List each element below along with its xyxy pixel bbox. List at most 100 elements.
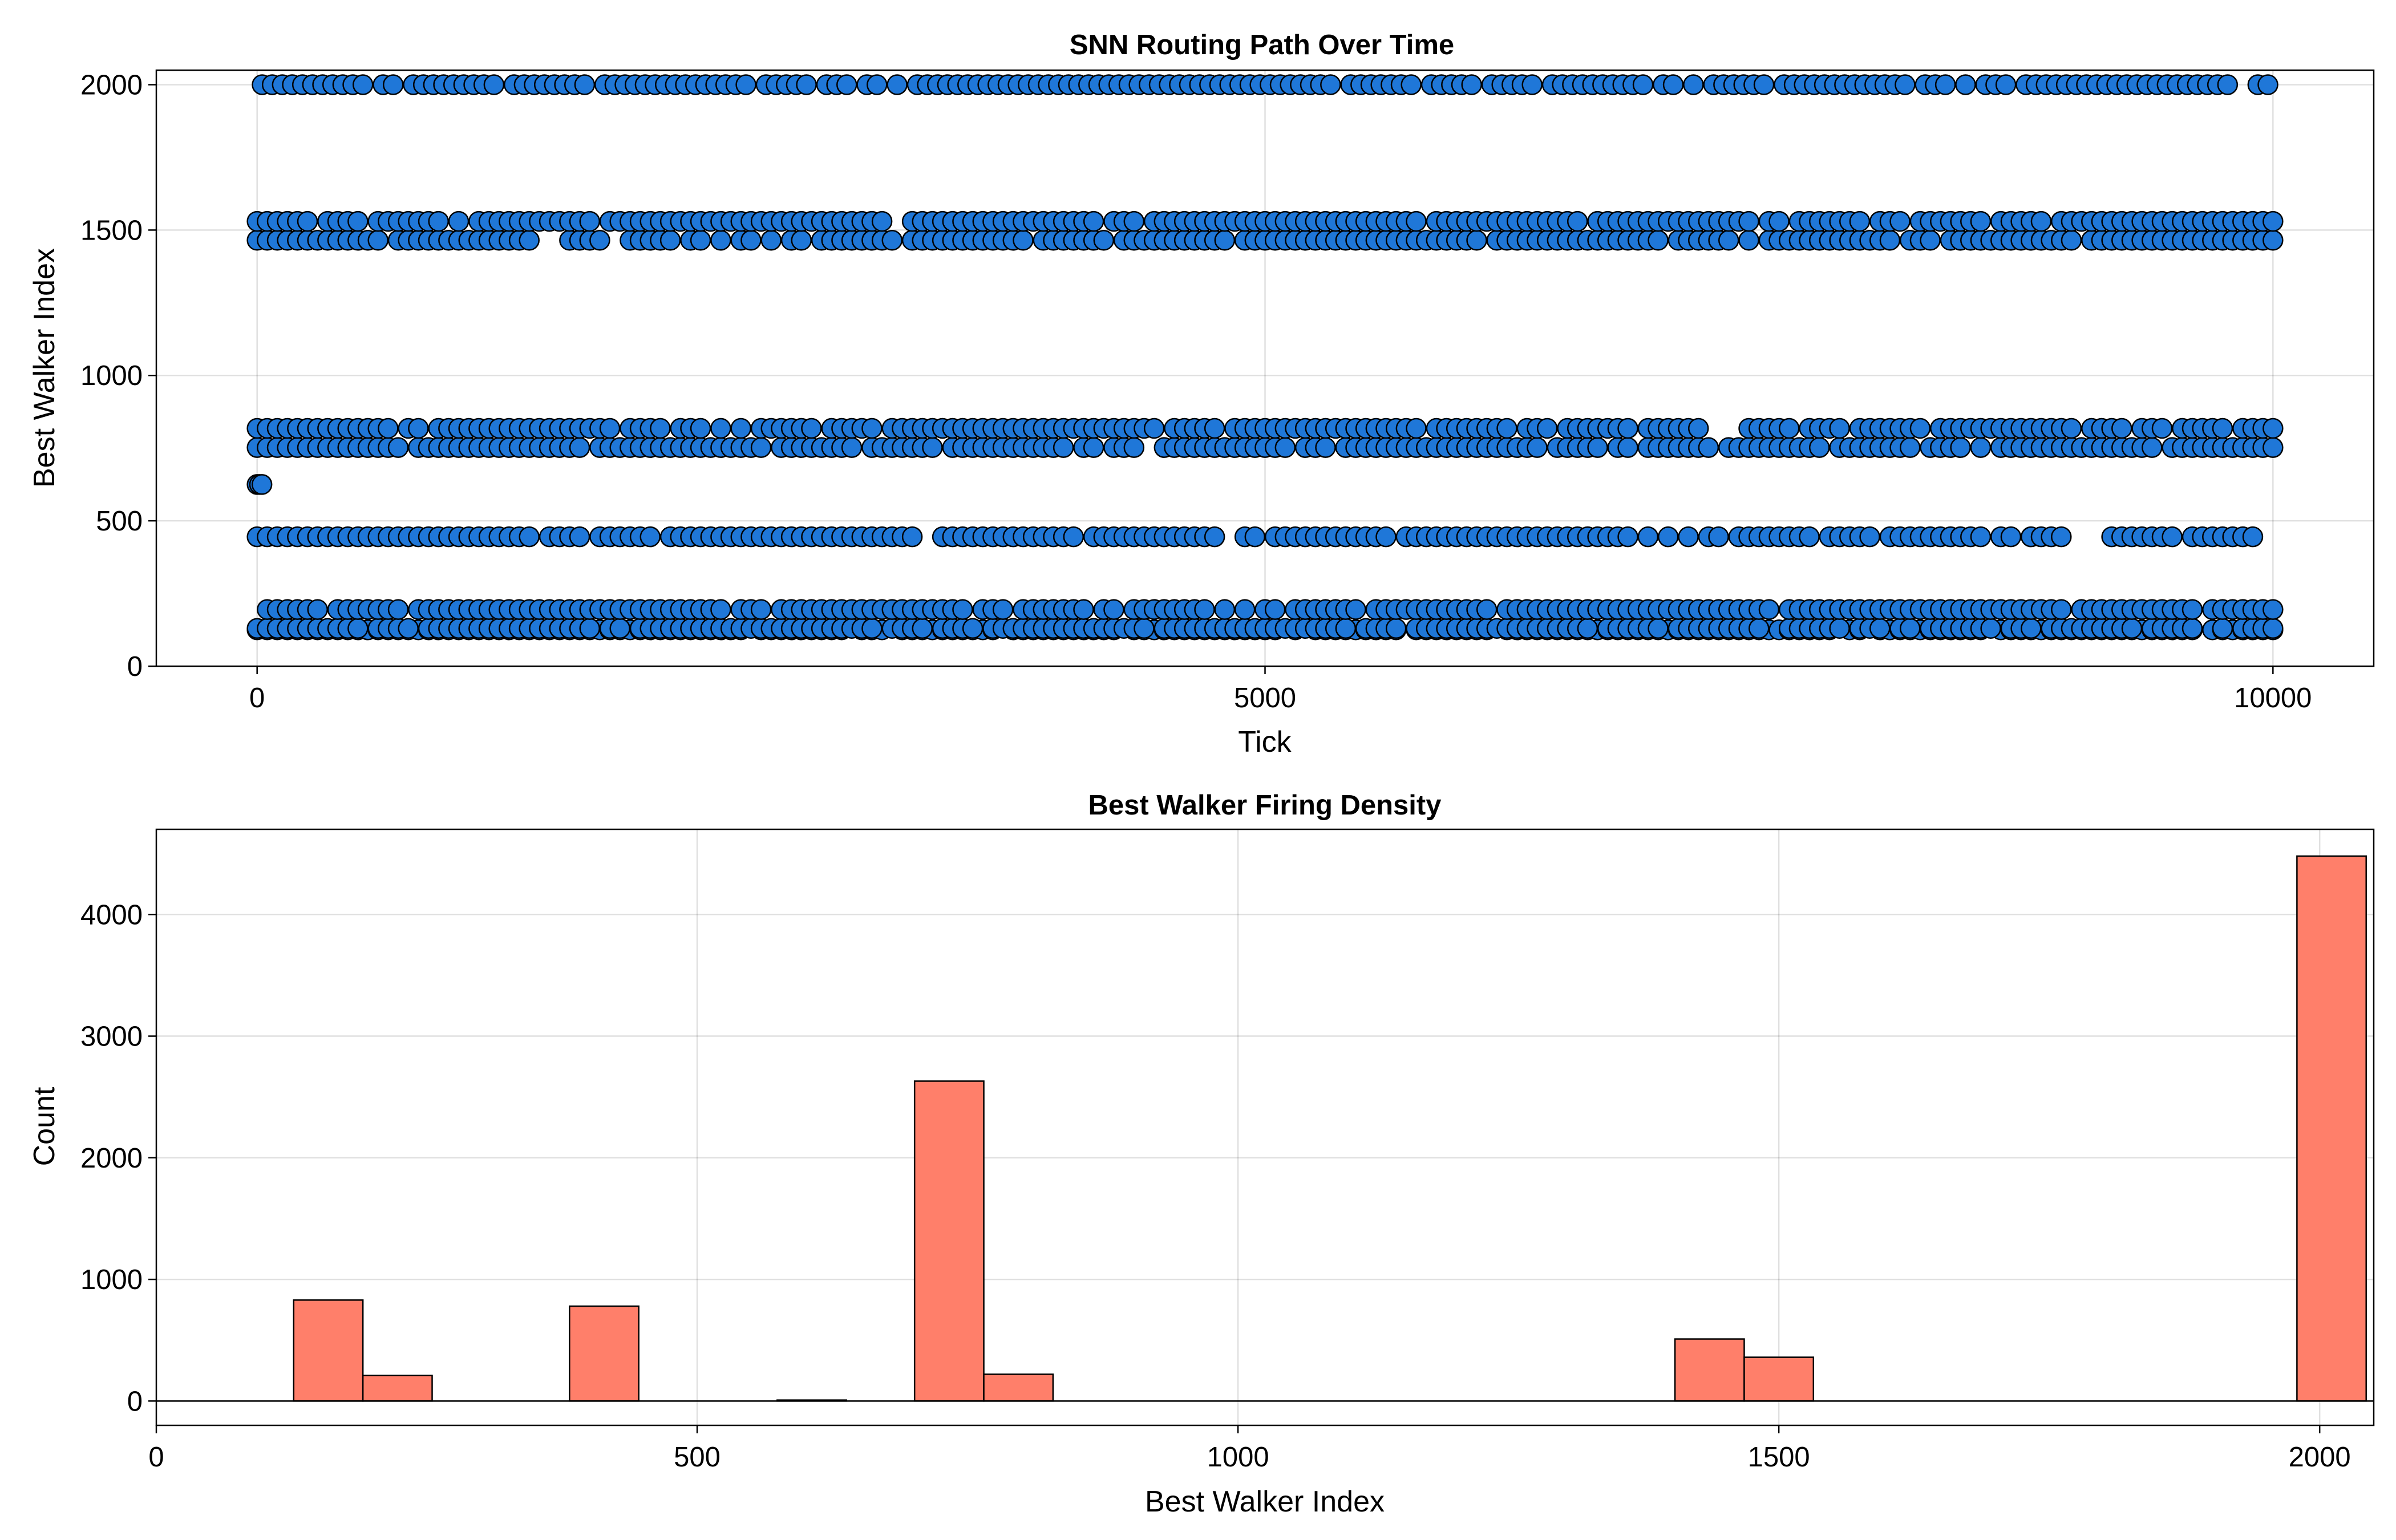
scatter-point xyxy=(574,74,596,95)
scatter-point xyxy=(1920,229,1941,251)
scatter-point xyxy=(352,74,374,95)
scatter-point xyxy=(2142,437,2163,458)
scatter-point xyxy=(1662,74,1684,95)
scatter-point xyxy=(1738,229,1759,251)
scatter-point xyxy=(1879,229,1901,251)
histogram-title: Best Walker Firing Density xyxy=(1088,790,1441,821)
scatter-point xyxy=(2061,418,2082,439)
scatter-point xyxy=(1687,418,1709,439)
scatter-point xyxy=(871,210,893,232)
scatter-point xyxy=(1648,229,1669,251)
histogram-bar xyxy=(983,1373,1054,1402)
scatter-point xyxy=(1617,418,1638,439)
scatter-point xyxy=(1134,618,1155,639)
scatter-xtick-label: 0 xyxy=(249,683,265,714)
scatter-point xyxy=(448,210,470,232)
scatter-point xyxy=(1678,526,1699,548)
scatter-ylabel: Best Walker Index xyxy=(28,248,61,488)
scatter-point xyxy=(1013,229,1034,251)
scatter-point xyxy=(1849,210,1871,232)
scatter-point xyxy=(589,229,610,251)
scatter-point xyxy=(398,618,419,639)
histogram-panel: Best Walker Firing Density 0 500 1000 1500 2… xyxy=(28,790,2375,1518)
scatter-ytick-label: 0 xyxy=(127,651,143,682)
scatter-point xyxy=(1657,526,1679,548)
scatter-point xyxy=(1244,526,1266,548)
scatter-point xyxy=(2182,618,2203,639)
scatter-point xyxy=(609,618,630,639)
scatter-point xyxy=(1204,418,1225,439)
scatter-point xyxy=(1143,418,1165,439)
scatter-point xyxy=(1900,437,1921,458)
scatter-point xyxy=(1799,526,1820,548)
scatter-point xyxy=(912,618,933,639)
histogram-bar xyxy=(2296,855,2367,1402)
scatter-point xyxy=(690,418,711,439)
scatter-point xyxy=(1083,437,1104,458)
scatter-point xyxy=(1970,210,1992,232)
scatter-point xyxy=(1859,526,1880,548)
scatter-point xyxy=(2263,437,2284,458)
histogram-bar xyxy=(362,1375,433,1402)
scatter-point xyxy=(1274,437,1296,458)
scatter-point xyxy=(1466,229,1487,251)
scatter-point xyxy=(1527,437,1548,458)
scatter-point xyxy=(1320,74,1341,95)
scatter-point xyxy=(710,229,731,251)
scatter-point xyxy=(347,210,369,232)
scatter-point xyxy=(1335,618,1357,639)
scatter-point xyxy=(867,74,888,95)
scatter-point xyxy=(1632,74,1654,95)
scatter-point xyxy=(836,74,857,95)
histogram-ticks: 0 500 1000 1500 2000 0 1000 2000 3000 4000 xyxy=(80,899,2351,1473)
scatter-panel: SNN Routing Path Over Time 0 5000 10000 0 50… xyxy=(28,30,2375,759)
scatter-point xyxy=(1521,74,1543,95)
scatter-point xyxy=(1073,599,1094,620)
histogram-xtick-label: 1000 xyxy=(1207,1442,1269,1473)
scatter-point xyxy=(1970,437,1992,458)
scatter-point xyxy=(387,437,409,458)
histogram-ytick-label: 4000 xyxy=(80,899,143,930)
scatter-title: SNN Routing Path Over Time xyxy=(1070,30,1454,60)
scatter-point xyxy=(1401,74,1422,95)
scatter-point xyxy=(2182,599,2203,620)
scatter-point xyxy=(1995,74,2017,95)
scatter-point xyxy=(1214,599,1236,620)
scatter-point xyxy=(579,210,600,232)
histogram-ytick-label: 1000 xyxy=(80,1265,143,1295)
scatter-point xyxy=(730,418,752,439)
scatter-point xyxy=(735,74,756,95)
scatter-point xyxy=(2030,210,2052,232)
scatter-ticks: 0 5000 10000 0 500 1000 1500 2000 xyxy=(80,70,2312,714)
histogram-xtick-label: 2000 xyxy=(2289,1442,2351,1473)
scatter-point xyxy=(1738,210,1759,232)
scatter-point xyxy=(378,418,399,439)
scatter-point xyxy=(599,418,621,439)
scatter-point xyxy=(2212,618,2233,639)
histogram-bar xyxy=(1743,1356,1815,1402)
histogram-bar xyxy=(569,1305,640,1402)
scatter-point xyxy=(796,74,817,95)
scatter-points xyxy=(246,74,2284,641)
scatter-point xyxy=(2263,599,2284,620)
histogram-ytick-label: 2000 xyxy=(80,1143,143,1174)
scatter-point xyxy=(901,526,923,548)
scatter-point xyxy=(1214,229,1236,251)
scatter-point xyxy=(2021,618,2042,639)
scatter-point xyxy=(1375,526,1397,548)
scatter-ytick-label: 2000 xyxy=(80,70,143,100)
scatter-point xyxy=(1315,437,1336,458)
scatter-point xyxy=(1970,526,1992,548)
scatter-point xyxy=(483,74,505,95)
scatter-point xyxy=(750,437,772,458)
scatter-point xyxy=(1123,210,1145,232)
scatter-point xyxy=(1829,618,1850,639)
scatter-point xyxy=(347,618,369,639)
histogram-xtick-label: 1500 xyxy=(1748,1442,1810,1473)
scatter-point xyxy=(569,526,590,548)
scatter-point xyxy=(519,526,540,548)
scatter-point xyxy=(1103,599,1124,620)
scatter-point xyxy=(861,418,883,439)
scatter-point xyxy=(2212,418,2233,439)
scatter-point xyxy=(1748,618,1770,639)
